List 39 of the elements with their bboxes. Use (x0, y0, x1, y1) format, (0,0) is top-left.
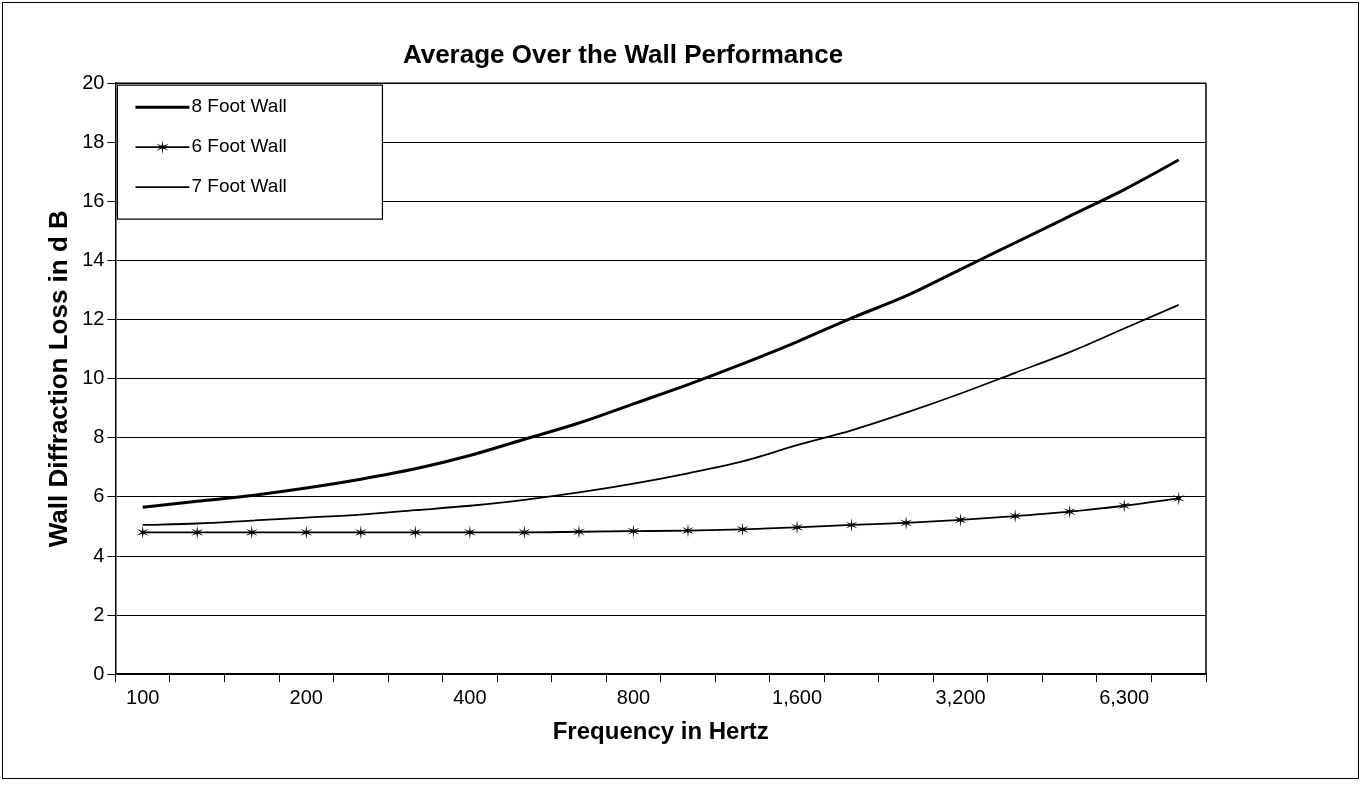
y-tick-label: 12 (82, 307, 105, 330)
x-tick-label: 200 (289, 685, 323, 708)
y-tick-label: 6 (93, 484, 105, 507)
x-axis-title: Frequency in Hertz (552, 717, 769, 745)
point (136, 525, 149, 540)
legend-label: 7 Foot Wall (191, 175, 287, 197)
y-axis-title: Wall Diffraction Loss in d B (42, 210, 73, 548)
point (1063, 504, 1076, 519)
y-tick-label: 8 (93, 425, 105, 448)
point (409, 525, 422, 540)
x-tick-label: 800 (616, 685, 651, 708)
chart-title: Average Over the Wall Performance (402, 38, 844, 69)
point (191, 525, 204, 540)
y-tick-label: 20 (82, 70, 105, 93)
y-tick-label: 16 (82, 188, 105, 211)
point (245, 525, 258, 540)
point (354, 525, 367, 540)
x-tick-label: 6,300 (1099, 685, 1150, 708)
y-tick-label: 10 (82, 366, 105, 389)
x-tick-label: 3,200 (935, 685, 986, 708)
legend-label: 6 Foot Wall (191, 135, 287, 157)
point (627, 524, 640, 539)
point (463, 525, 476, 540)
y-tick-label: 14 (82, 248, 105, 271)
point (1118, 498, 1131, 513)
x-tick-label: 400 (453, 685, 487, 708)
point (1172, 491, 1185, 506)
x-tick-label: 100 (126, 685, 160, 708)
point (518, 525, 531, 540)
x-tick-label: 1,600 (772, 685, 823, 708)
point (954, 512, 967, 527)
y-tick-label: 0 (93, 661, 105, 684)
y-tick-label: 4 (93, 543, 105, 566)
legend-label: 8 Foot Wall (191, 95, 287, 117)
point (300, 525, 313, 540)
y-tick-label: 2 (93, 602, 105, 625)
point (736, 522, 749, 537)
y-tick-label: 18 (82, 129, 105, 152)
point (845, 517, 858, 532)
